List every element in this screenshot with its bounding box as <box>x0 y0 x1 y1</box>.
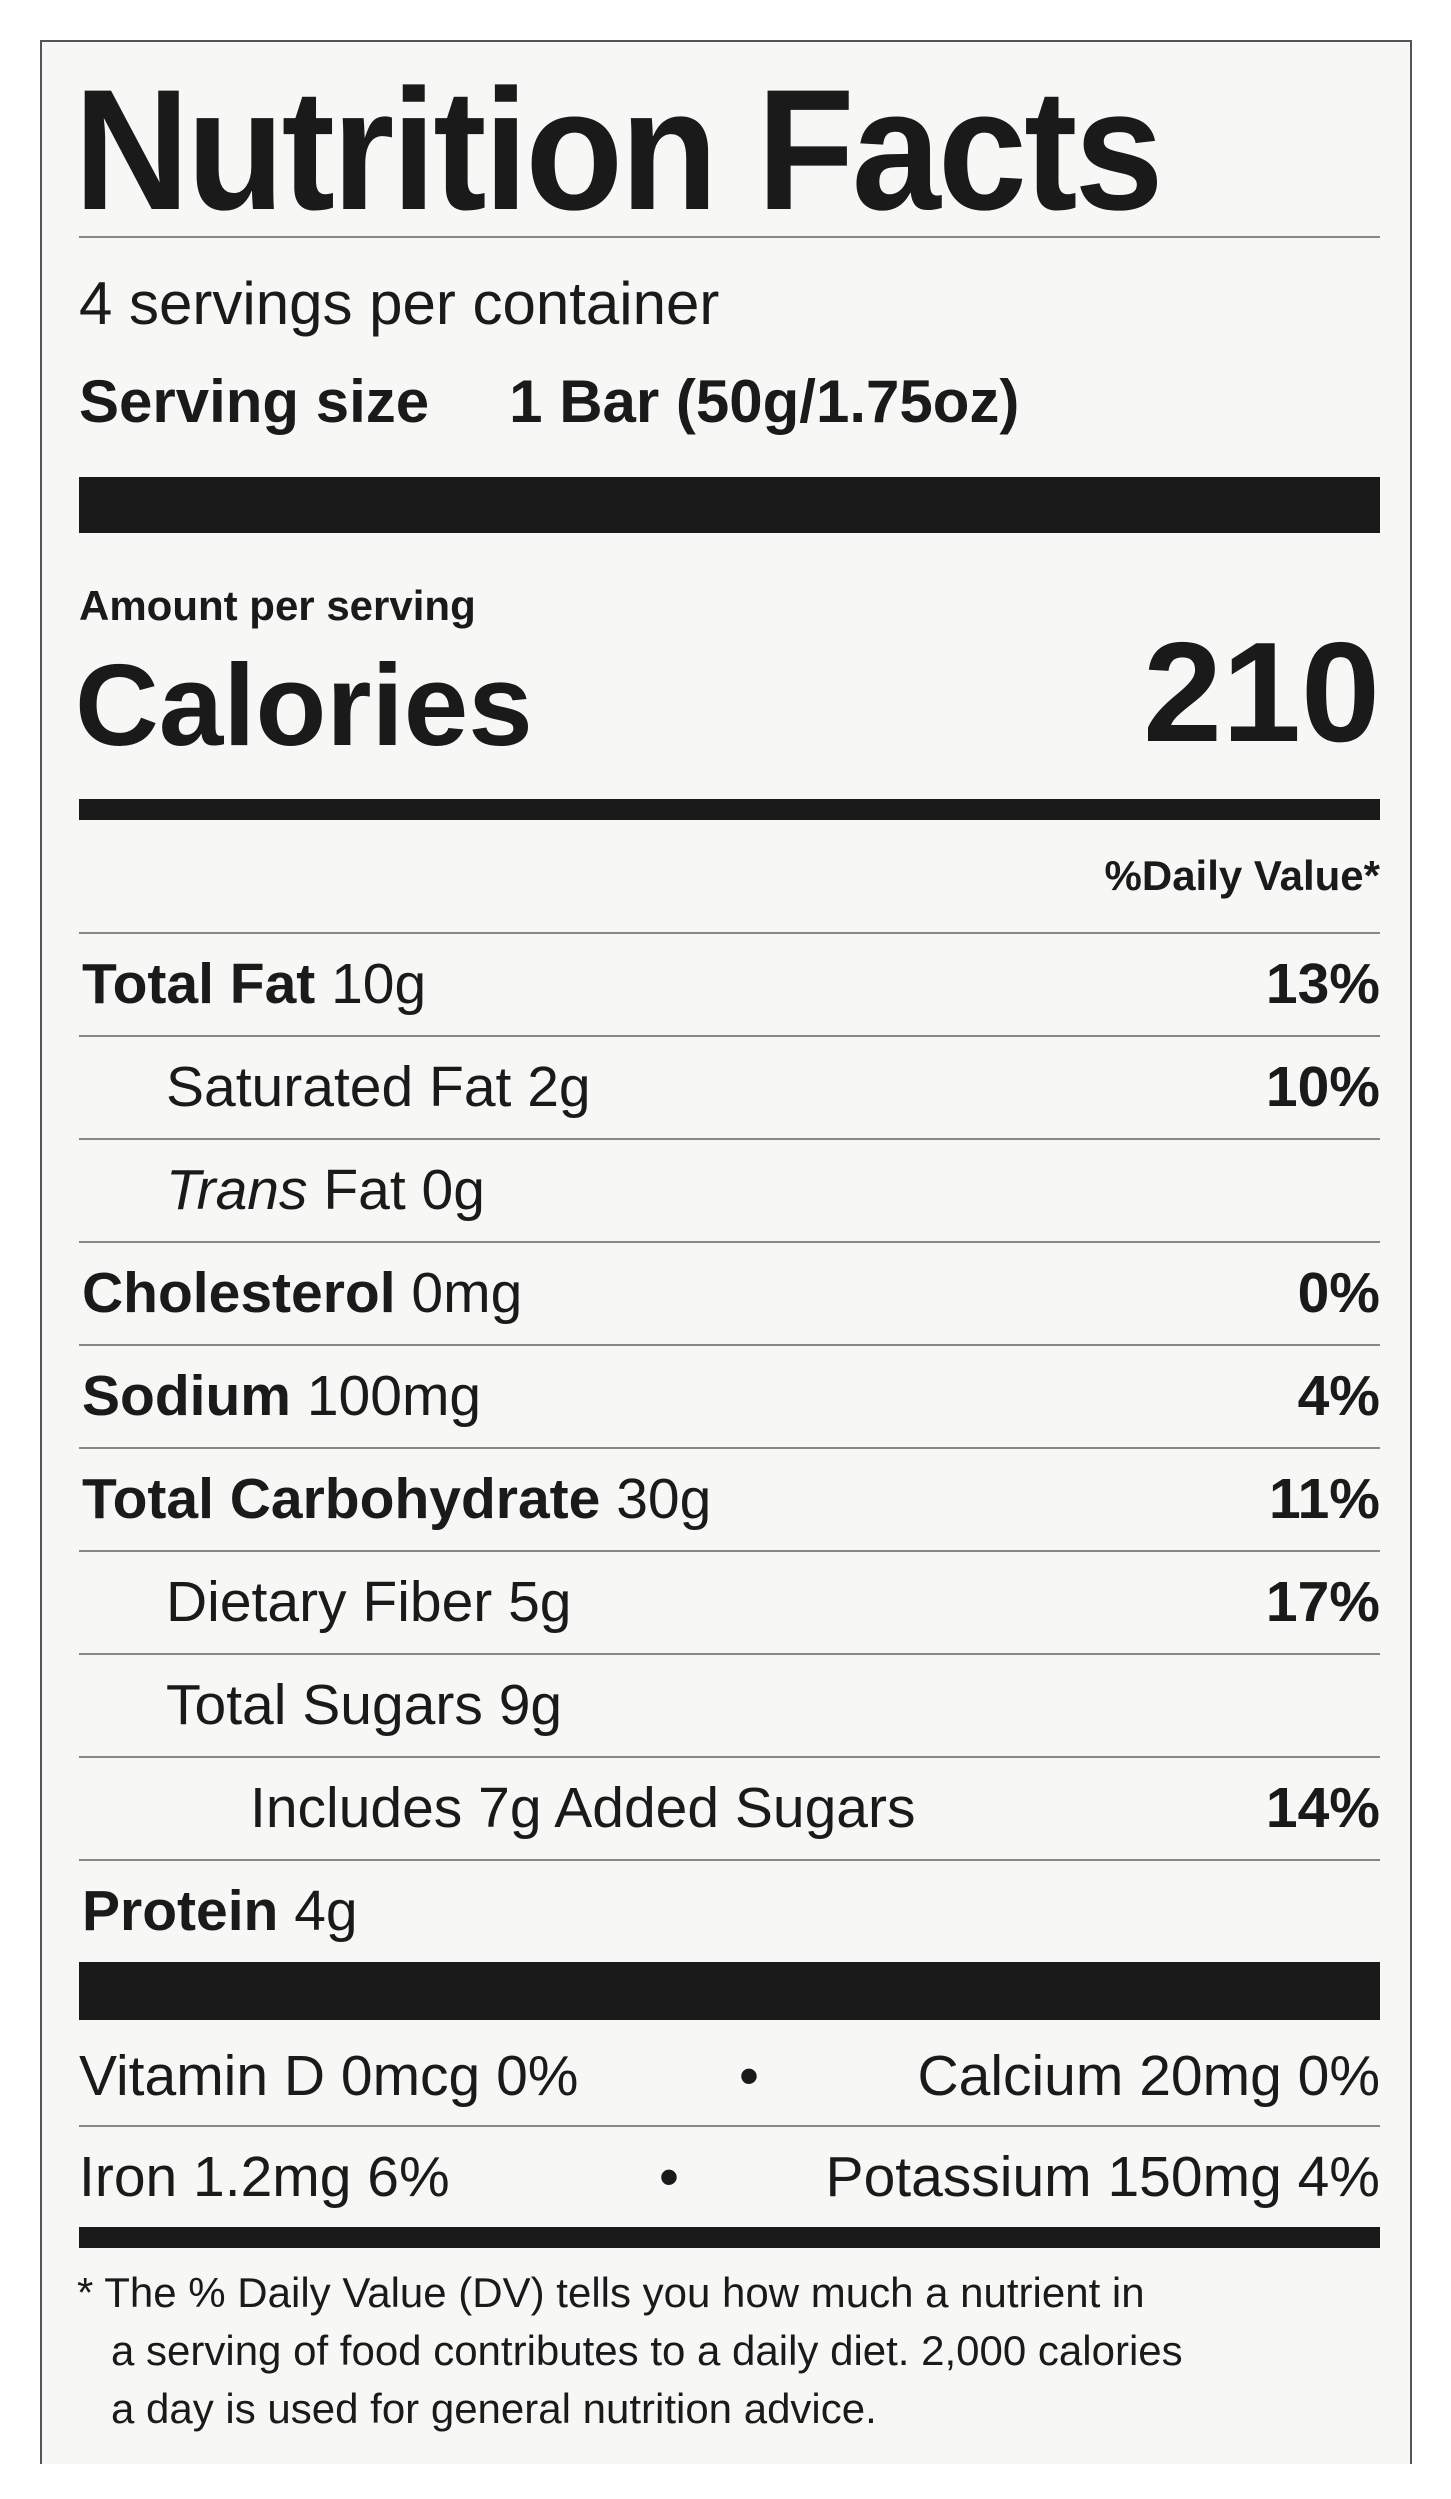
daily-value-percent: 0% <box>1297 1260 1380 1325</box>
divider <box>79 2125 1380 2127</box>
daily-value-percent: 11% <box>1269 1466 1380 1531</box>
nutrient-label: Sodium 100mg <box>82 1363 481 1429</box>
divider <box>79 1241 1380 1243</box>
calcium: Calcium 20mg 0% <box>917 2043 1380 2108</box>
servings-per-container: 4 servings per container <box>79 270 720 337</box>
vitamin-d: Vitamin D 0mcg 0% <box>79 2043 579 2108</box>
nutrient-label: Cholesterol 0mg <box>82 1260 522 1326</box>
iron: Iron 1.2mg 6% <box>79 2144 450 2209</box>
nutrient-row: Protein 4g <box>79 1859 1380 1962</box>
nutrient-name: Protein <box>82 1878 279 1943</box>
nutrient-row: Dietary Fiber 5g 17% <box>79 1550 1380 1653</box>
nutrient-row: Sodium 100mg 4% <box>79 1344 1380 1447</box>
daily-value-percent: 10% <box>1265 1054 1380 1119</box>
daily-value-percent: 14% <box>1265 1775 1380 1840</box>
nutrient-amount: 5g <box>508 1569 572 1634</box>
nutrient-row: Total Fat 10g 13% <box>79 932 1380 1035</box>
nutrient-amount: 4g <box>294 1878 358 1943</box>
separator-dot: • <box>659 2144 679 2209</box>
thick-divider <box>79 477 1380 533</box>
divider <box>79 1550 1380 1552</box>
nutrient-label: Total Sugars 9g <box>166 1672 562 1738</box>
nutrient-amount: 10g <box>331 951 427 1016</box>
vitamin-row: Vitamin D 0mcg 0% • Calcium 20mg 0% <box>79 2024 1380 2127</box>
divider <box>79 1653 1380 1655</box>
footnote-line: a serving of food contributes to a daily… <box>111 2327 1183 2374</box>
nutrient-name: Sodium <box>82 1363 291 1428</box>
nutrient-amount: 0g <box>421 1157 485 1222</box>
nutrient-label: Saturated Fat 2g <box>166 1054 591 1120</box>
separator-dot: • <box>739 2043 759 2108</box>
nutrient-name: Trans <box>166 1157 308 1222</box>
nutrient-row: Cholesterol 0mg 0% <box>79 1241 1380 1344</box>
nutrient-label: Trans Fat 0g <box>166 1157 485 1223</box>
nutrient-name: Saturated Fat <box>166 1054 512 1119</box>
serving-size-value: 1 Bar (50g/1.75oz) <box>509 368 1020 435</box>
footnote-line: a day is used for general nutrition advi… <box>111 2385 877 2432</box>
nutrient-name: Cholesterol <box>82 1260 396 1325</box>
divider <box>79 1859 1380 1861</box>
serving-size-label: Serving size <box>79 368 430 435</box>
nutrient-row: Includes 7g Added Sugars 14% <box>79 1756 1380 1859</box>
potassium: Potassium 150mg 4% <box>825 2144 1380 2209</box>
nutrient-label: Dietary Fiber 5g <box>166 1569 572 1635</box>
label-title: Nutrition Facts <box>74 54 1164 246</box>
daily-value-percent: 13% <box>1265 951 1380 1016</box>
nutrient-amount: 30g <box>616 1466 712 1531</box>
daily-value-header: %Daily Value* <box>1104 852 1380 899</box>
nutrient-label: Total Carbohydrate 30g <box>82 1466 711 1532</box>
serving-size: Serving size 1 Bar (50g/1.75oz) <box>79 372 1019 432</box>
nutrition-label: Nutrition Facts 4 servings per container… <box>40 40 1412 2464</box>
nutrient-row: Total Sugars 9g <box>79 1653 1380 1756</box>
divider <box>79 1447 1380 1449</box>
medium-divider <box>79 2227 1380 2248</box>
nutrient-name: Dietary Fiber <box>166 1569 493 1634</box>
nutrient-name: Total Carbohydrate <box>82 1466 601 1531</box>
nutrient-amount: 2g <box>527 1054 591 1119</box>
amount-per-serving: Amount per serving <box>79 582 476 629</box>
nutrient-row: Trans Fat 0g <box>79 1138 1380 1241</box>
divider <box>79 1035 1380 1037</box>
nutrient-name: Total Sugars <box>166 1672 483 1737</box>
nutrient-amount: 100mg <box>306 1363 482 1428</box>
nutrient-amount: 9g <box>498 1672 563 1737</box>
nutrient-name: Includes 7g Added Sugars <box>250 1775 916 1840</box>
divider <box>79 1756 1380 1758</box>
nutrient-label: Includes 7g Added Sugars <box>250 1775 916 1841</box>
divider <box>79 236 1380 238</box>
divider <box>79 1138 1380 1140</box>
calories-value: 210 <box>1143 613 1380 772</box>
nutrient-label: Protein 4g <box>82 1878 358 1944</box>
vitamin-row: Iron 1.2mg 6% • Potassium 150mg 4% <box>79 2125 1380 2228</box>
calories-label: Calories <box>75 640 533 770</box>
nutrient-amount: 0mg <box>411 1260 523 1325</box>
nutrient-row: Saturated Fat 2g 10% <box>79 1035 1380 1138</box>
nutrient-row: Total Carbohydrate 30g 11% <box>79 1447 1380 1550</box>
daily-value-percent: 17% <box>1265 1569 1380 1634</box>
daily-value-percent: 4% <box>1297 1363 1380 1428</box>
footnote-line: * The % Daily Value (DV) tells you how m… <box>77 2269 1145 2316</box>
nutrient-name-rest: Fat <box>323 1157 406 1222</box>
nutrient-name: Total Fat <box>82 951 316 1016</box>
divider <box>79 1344 1380 1346</box>
nutrient-label: Total Fat 10g <box>82 951 426 1017</box>
divider <box>79 932 1380 934</box>
thick-divider <box>79 1962 1380 2020</box>
medium-divider <box>79 799 1380 820</box>
